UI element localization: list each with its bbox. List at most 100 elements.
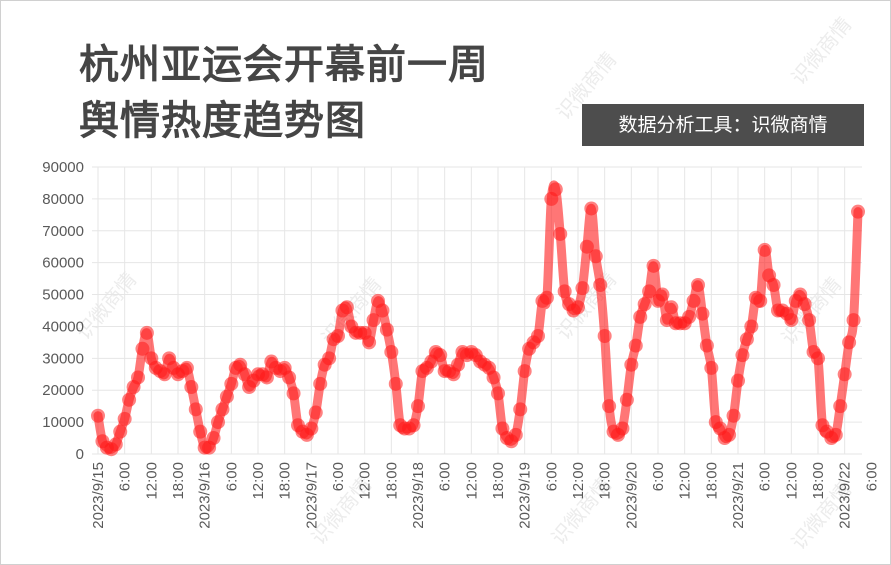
data-point-11 bbox=[139, 325, 154, 340]
data-point-21 bbox=[184, 380, 199, 395]
y-tick-label: 40000 bbox=[42, 318, 84, 335]
data-point-43 bbox=[282, 370, 297, 385]
x-axis-ticks: 2023/9/15 6:00 12:00 18:00 2023/9/16 6:00 12:0… bbox=[90, 462, 880, 529]
y-tick-label: 90000 bbox=[42, 159, 84, 176]
x-tick-label: 18:00 bbox=[170, 462, 187, 500]
y-tick-label: 10000 bbox=[42, 414, 84, 431]
data-point-67 bbox=[388, 376, 403, 391]
data-point-125 bbox=[646, 258, 661, 273]
data-point-6 bbox=[117, 411, 132, 426]
data-point-110 bbox=[579, 239, 594, 254]
x-tick-label: 12:00 bbox=[570, 462, 587, 500]
x-tick-label: 18:00 bbox=[277, 462, 294, 500]
x-tick-label: 18:00 bbox=[810, 462, 827, 500]
x-tick-label: 6:00 bbox=[117, 462, 134, 491]
data-point-96 bbox=[517, 364, 532, 379]
data-point-22 bbox=[188, 402, 203, 417]
data-point-142 bbox=[722, 427, 737, 442]
data-point-121 bbox=[628, 338, 643, 353]
x-tick-label: 18:00 bbox=[383, 462, 400, 500]
data-point-127 bbox=[655, 287, 670, 302]
x-tick-label: 6:00 bbox=[650, 462, 667, 491]
chart-title-line-1: 杭州亚运会开幕前一周 bbox=[79, 42, 489, 88]
data-point-136 bbox=[695, 306, 710, 321]
data-point-152 bbox=[766, 277, 781, 292]
data-point-137 bbox=[699, 338, 714, 353]
data-point-0 bbox=[91, 408, 105, 423]
data-point-9 bbox=[131, 370, 145, 385]
y-tick-label: 30000 bbox=[42, 350, 84, 367]
data-point-159 bbox=[797, 297, 812, 312]
data-point-50 bbox=[313, 376, 328, 391]
data-point-144 bbox=[731, 373, 745, 388]
data-point-122 bbox=[633, 309, 648, 324]
x-tick-label: 18:00 bbox=[490, 462, 507, 500]
data-point-5 bbox=[113, 424, 128, 439]
data-point-7 bbox=[122, 392, 137, 407]
x-tick-label: 2023/9/21 bbox=[730, 462, 747, 529]
data-point-101 bbox=[539, 290, 554, 305]
data-point-103 bbox=[548, 182, 563, 197]
data-point-123 bbox=[637, 297, 652, 312]
data-point-109 bbox=[575, 281, 590, 296]
data-point-115 bbox=[602, 399, 617, 414]
data-point-38 bbox=[259, 370, 274, 385]
data-point-160 bbox=[802, 313, 817, 328]
data-point-89 bbox=[486, 370, 501, 385]
data-point-71 bbox=[406, 418, 421, 433]
data-point-156 bbox=[784, 313, 799, 328]
x-tick-label: 12:00 bbox=[250, 462, 267, 500]
data-point-99 bbox=[531, 329, 545, 344]
data-point-49 bbox=[308, 405, 323, 420]
series-heat bbox=[91, 180, 865, 457]
x-tick-label: 2023/9/20 bbox=[623, 462, 640, 529]
data-point-29 bbox=[219, 389, 234, 404]
data-point-150 bbox=[757, 242, 772, 257]
x-tick-label: 18:00 bbox=[703, 462, 720, 500]
data-point-149 bbox=[753, 293, 768, 308]
data-point-48 bbox=[304, 421, 319, 436]
data-point-134 bbox=[686, 293, 701, 308]
analysis-tool-badge: 数据分析工具：识微商情 bbox=[582, 104, 864, 146]
data-point-113 bbox=[593, 277, 608, 292]
data-point-114 bbox=[597, 329, 612, 344]
x-tick-label: 2023/9/22 bbox=[837, 462, 854, 529]
x-tick-label: 2023/9/19 bbox=[517, 462, 534, 529]
data-point-162 bbox=[811, 351, 825, 366]
data-point-77 bbox=[433, 348, 448, 363]
y-tick-label: 20000 bbox=[42, 382, 84, 399]
data-point-147 bbox=[744, 319, 759, 334]
data-point-61 bbox=[362, 335, 377, 350]
data-point-129 bbox=[664, 300, 679, 315]
data-point-167 bbox=[833, 399, 848, 414]
data-point-52 bbox=[322, 351, 337, 366]
x-tick-label: 12:00 bbox=[357, 462, 374, 500]
data-point-62 bbox=[366, 313, 381, 328]
x-tick-label: 12:00 bbox=[783, 462, 800, 500]
x-tick-label: 12:00 bbox=[143, 462, 160, 500]
data-point-72 bbox=[411, 399, 425, 414]
data-point-133 bbox=[682, 309, 697, 324]
data-point-54 bbox=[331, 329, 345, 344]
data-point-145 bbox=[735, 348, 750, 363]
data-point-135 bbox=[691, 277, 705, 292]
data-point-30 bbox=[224, 376, 239, 391]
x-tick-label: 6:00 bbox=[330, 462, 347, 491]
chart-title-line-2: 舆情热度趋势图 bbox=[79, 98, 366, 144]
x-tick-label: 2023/9/18 bbox=[410, 462, 427, 529]
x-tick-label: 18:00 bbox=[597, 462, 614, 500]
data-point-143 bbox=[726, 408, 741, 423]
data-point-171 bbox=[851, 204, 865, 219]
data-point-118 bbox=[615, 421, 630, 436]
data-point-146 bbox=[739, 332, 754, 347]
data-point-23 bbox=[193, 424, 208, 439]
data-point-168 bbox=[837, 367, 852, 382]
x-tick-label: 6:00 bbox=[863, 462, 880, 491]
y-tick-label: 50000 bbox=[42, 287, 84, 304]
data-point-138 bbox=[704, 360, 719, 375]
watermark-0: 识微商情 bbox=[552, 48, 621, 124]
chart-grid bbox=[92, 166, 862, 455]
data-point-4 bbox=[108, 437, 123, 452]
